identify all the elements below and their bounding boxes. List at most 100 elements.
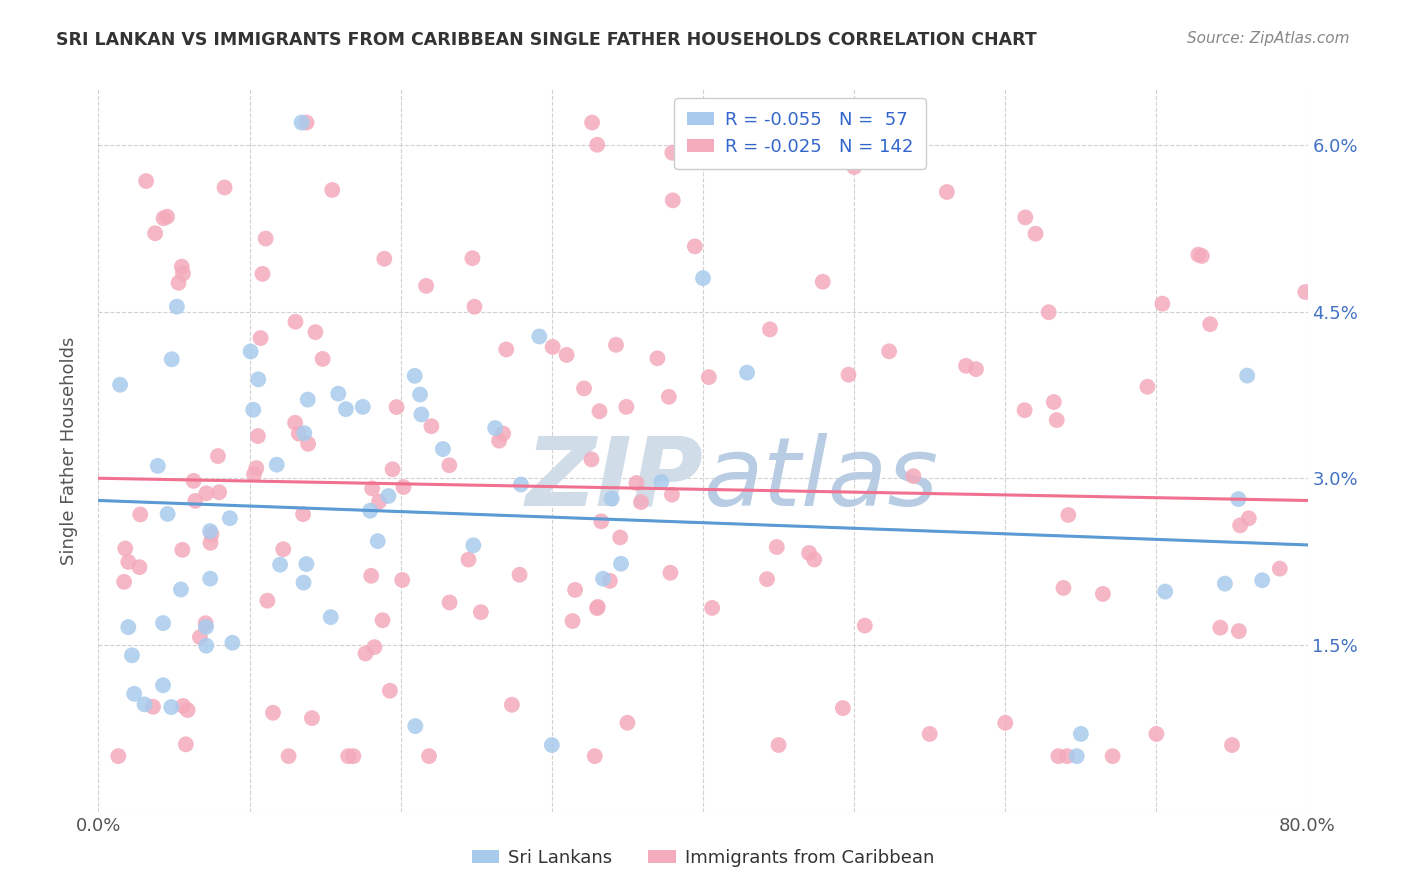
Point bbox=[586, 601, 609, 615]
Point bbox=[529, 329, 551, 343]
Point bbox=[658, 390, 681, 404]
Point bbox=[266, 458, 288, 472]
Point bbox=[156, 210, 179, 224]
Point bbox=[243, 467, 266, 482]
Point bbox=[172, 698, 194, 713]
Point bbox=[134, 698, 156, 712]
Point bbox=[501, 698, 523, 712]
Point bbox=[107, 749, 129, 764]
Point bbox=[1052, 581, 1074, 595]
Point bbox=[297, 437, 319, 451]
Point bbox=[188, 630, 211, 644]
Point bbox=[1209, 621, 1232, 635]
Point bbox=[555, 348, 578, 362]
Point bbox=[1042, 395, 1064, 409]
Point bbox=[160, 700, 183, 714]
Point bbox=[207, 449, 229, 463]
Point bbox=[108, 377, 131, 392]
Point bbox=[1154, 584, 1177, 599]
Legend: R = -0.055   N =  57, R = -0.025   N = 142: R = -0.055 N = 57, R = -0.025 N = 142 bbox=[673, 98, 925, 169]
Point bbox=[599, 574, 621, 588]
Point bbox=[194, 620, 217, 634]
Point bbox=[143, 226, 166, 240]
Point bbox=[759, 322, 782, 336]
Point bbox=[1199, 317, 1222, 331]
Point bbox=[1014, 211, 1036, 225]
Point bbox=[994, 715, 1017, 730]
Point bbox=[247, 372, 270, 386]
Point bbox=[439, 595, 461, 609]
Point bbox=[661, 145, 683, 160]
Point bbox=[626, 475, 648, 490]
Point bbox=[360, 569, 382, 583]
Point bbox=[697, 370, 720, 384]
Point bbox=[156, 507, 179, 521]
Point bbox=[292, 575, 315, 590]
Point bbox=[1220, 738, 1243, 752]
Point bbox=[756, 572, 779, 586]
Point bbox=[295, 115, 318, 129]
Point bbox=[586, 599, 609, 614]
Point bbox=[659, 566, 682, 580]
Point bbox=[1136, 380, 1159, 394]
Point bbox=[284, 315, 307, 329]
Point bbox=[256, 593, 278, 607]
Point bbox=[114, 541, 136, 556]
Point bbox=[1237, 511, 1260, 525]
Point bbox=[877, 344, 900, 359]
Point bbox=[245, 461, 267, 475]
Point bbox=[463, 538, 485, 552]
Point bbox=[152, 211, 174, 226]
Point bbox=[735, 366, 758, 380]
Point bbox=[112, 574, 135, 589]
Point bbox=[198, 524, 221, 538]
Point bbox=[797, 546, 820, 560]
Point bbox=[609, 530, 631, 544]
Point bbox=[242, 402, 264, 417]
Point bbox=[292, 426, 315, 441]
Point bbox=[392, 480, 415, 494]
Point bbox=[605, 338, 627, 352]
Point bbox=[121, 648, 143, 663]
Point bbox=[702, 601, 724, 615]
Point bbox=[381, 462, 404, 476]
Point bbox=[128, 560, 150, 574]
Point bbox=[935, 185, 957, 199]
Point bbox=[122, 687, 145, 701]
Point bbox=[592, 572, 614, 586]
Point bbox=[853, 618, 876, 632]
Point bbox=[385, 400, 408, 414]
Point bbox=[404, 719, 426, 733]
Point bbox=[661, 488, 683, 502]
Point bbox=[354, 647, 377, 661]
Point bbox=[378, 683, 401, 698]
Point bbox=[1236, 368, 1258, 383]
Point bbox=[290, 115, 312, 129]
Point bbox=[540, 738, 562, 752]
Point bbox=[269, 558, 291, 572]
Point bbox=[297, 392, 319, 407]
Point bbox=[509, 567, 531, 582]
Point bbox=[335, 402, 357, 417]
Text: atlas: atlas bbox=[703, 433, 938, 526]
Point bbox=[541, 340, 564, 354]
Point bbox=[218, 511, 240, 525]
Point bbox=[1046, 413, 1069, 427]
Point bbox=[616, 715, 638, 730]
Point bbox=[803, 552, 825, 566]
Point bbox=[1057, 508, 1080, 522]
Point bbox=[160, 352, 183, 367]
Point bbox=[170, 260, 193, 274]
Point bbox=[509, 477, 531, 491]
Point bbox=[415, 278, 437, 293]
Point bbox=[1152, 296, 1174, 310]
Point bbox=[661, 194, 683, 208]
Point bbox=[461, 251, 484, 265]
Point bbox=[221, 636, 243, 650]
Point bbox=[630, 495, 652, 509]
Point bbox=[249, 331, 271, 345]
Point bbox=[174, 737, 197, 751]
Point bbox=[488, 434, 510, 448]
Point bbox=[965, 362, 987, 376]
Point bbox=[591, 514, 613, 528]
